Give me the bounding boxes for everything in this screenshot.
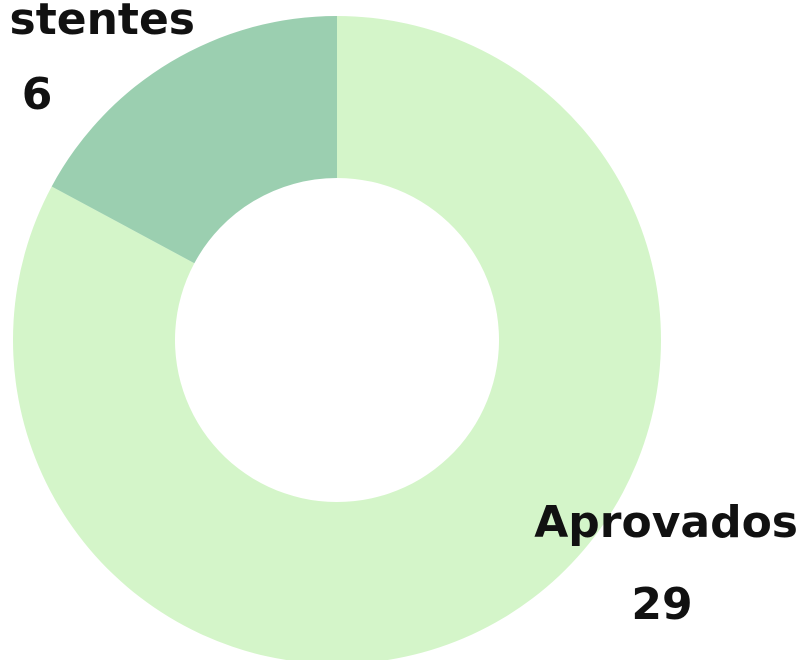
slice-label: Aprovados xyxy=(534,497,798,548)
donut-slice xyxy=(13,16,661,660)
slice-value: 29 xyxy=(631,579,692,630)
slice-label: stentes xyxy=(10,0,195,45)
donut-slice xyxy=(51,16,338,264)
slice-value: 6 xyxy=(22,69,53,120)
